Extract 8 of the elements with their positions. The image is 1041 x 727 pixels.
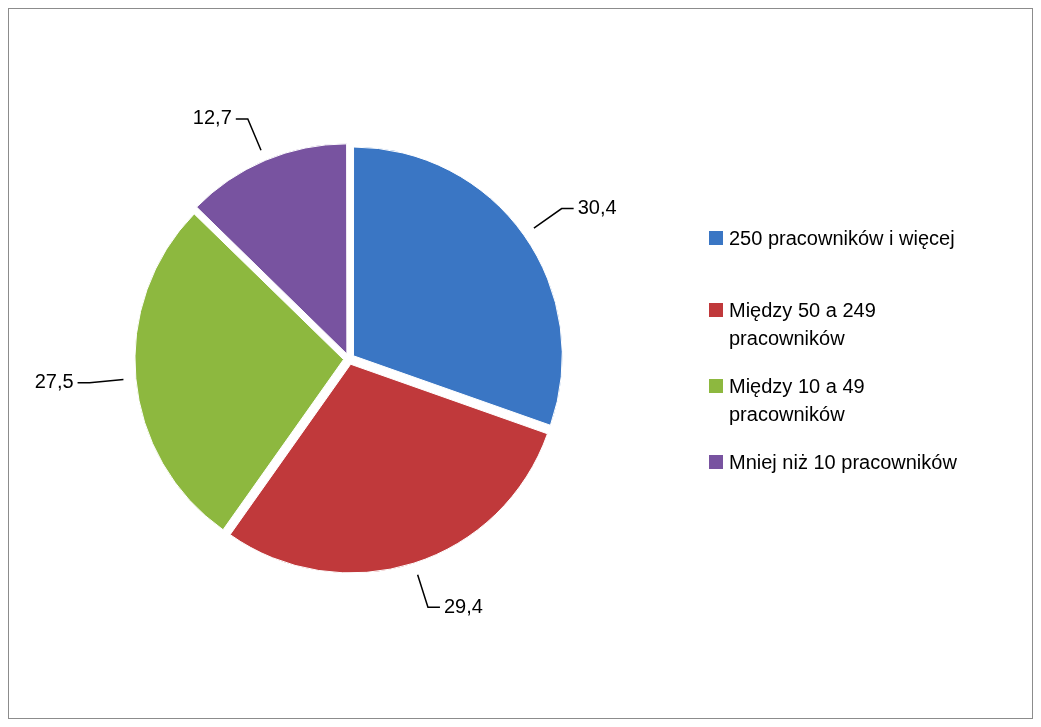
- legend-label: Między 50 a 249 pracowników: [729, 298, 877, 351]
- data-label: 30,4: [577, 196, 617, 219]
- legend-label: Między 10 a 49 pracowników: [729, 374, 866, 427]
- legend-label: Mniej niż 10 pracowników: [729, 450, 958, 475]
- legend-label: 250 pracowników i więcej: [729, 226, 956, 251]
- data-label: 29,4: [443, 594, 483, 617]
- data-label: 27,5: [34, 370, 74, 393]
- data-label: 12,7: [192, 106, 232, 129]
